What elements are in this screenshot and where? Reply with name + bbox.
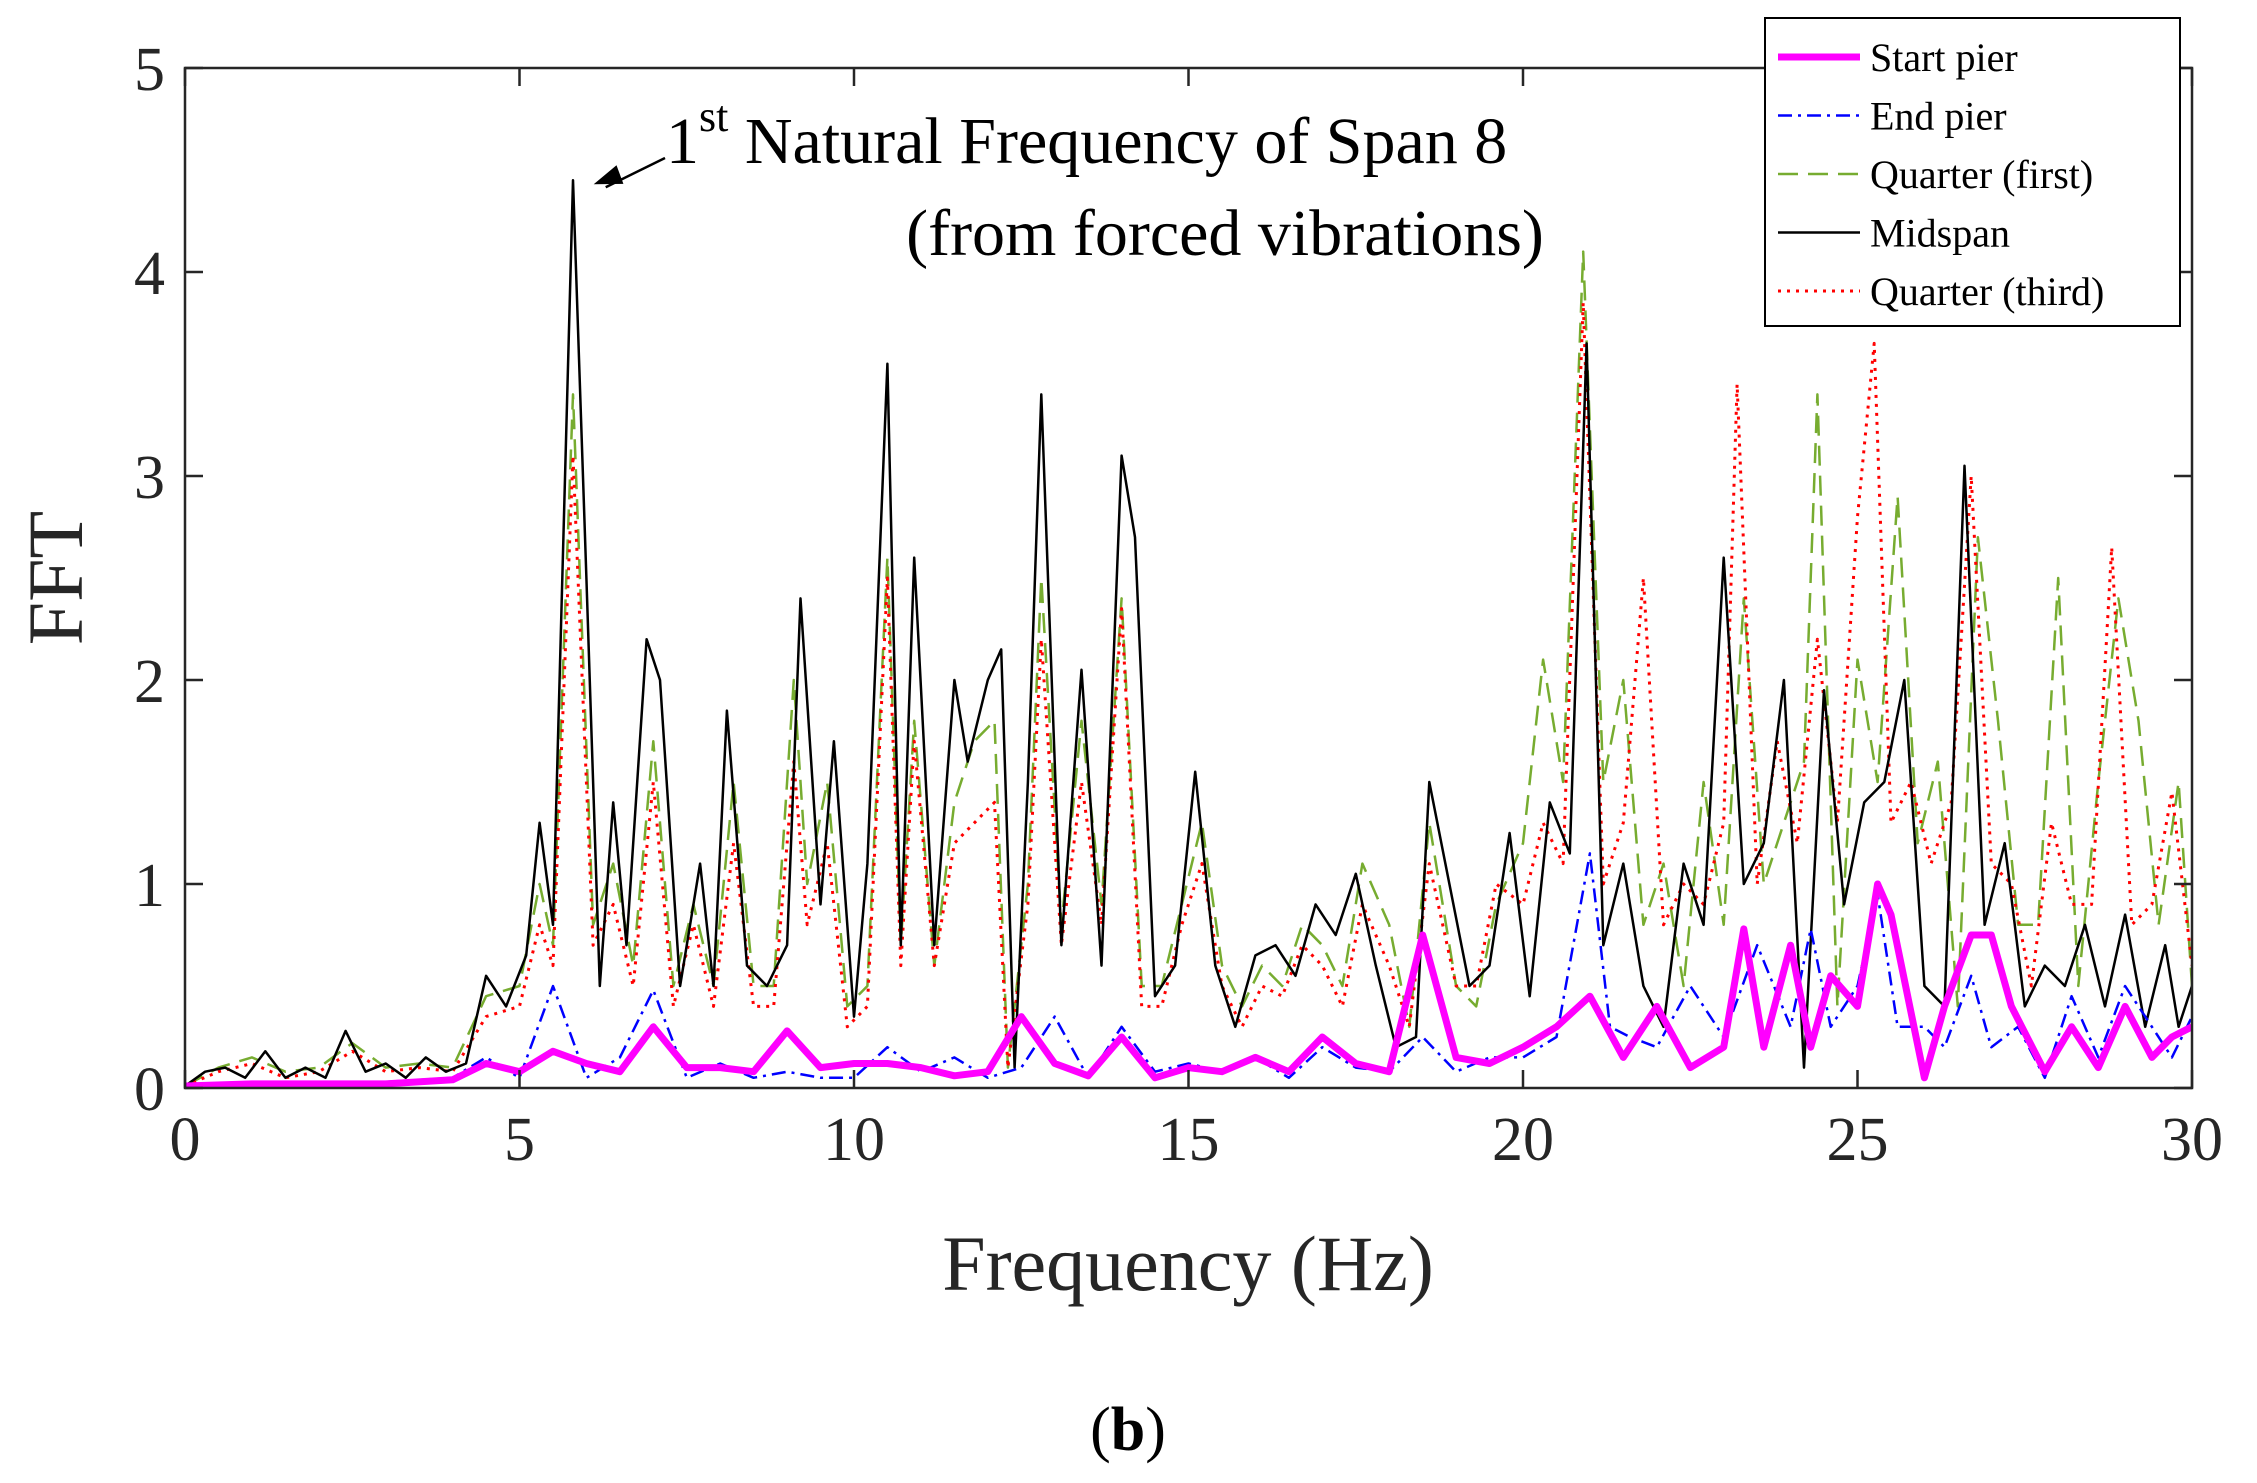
x-tick-label: 25: [1827, 1106, 1889, 1174]
series-line-start-pier: [185, 880, 2192, 1088]
legend-label-midspan: Midspan: [1870, 211, 2010, 256]
x-tick-label: 10: [823, 1106, 885, 1174]
series-layer: [185, 178, 2192, 1088]
series-line-quarter-first: [185, 250, 2192, 1088]
y-tick-label: 1: [134, 852, 165, 920]
annotation-arrow-head: [593, 165, 624, 185]
legend: Start pier End pier Quarter (first) Midspan…: [1764, 17, 2181, 327]
legend-label-end-pier: End pier: [1870, 94, 2007, 139]
legend-box: [1764, 17, 2181, 327]
annotation-superscript: st: [699, 92, 728, 141]
legend-label-quarter-third: Quarter (third): [1870, 269, 2104, 314]
x-tick-label: 0: [170, 1106, 201, 1174]
y-tick-label: 4: [134, 240, 165, 308]
x-tick-label: 20: [1492, 1106, 1554, 1174]
y-axis-label: FFT: [12, 511, 99, 645]
annotation-main: 1: [666, 105, 699, 178]
caption-letter: b: [1111, 1396, 1145, 1464]
annotation-rest: Natural Frequency of Span 8: [728, 105, 1507, 178]
series-line-quarter-third: [185, 301, 2192, 1088]
x-axis-label: Frequency (Hz): [942, 1220, 1434, 1307]
x-tick-label: 5: [504, 1106, 535, 1174]
legend-label-quarter-first: Quarter (first): [1870, 152, 2093, 197]
caption-close: ): [1145, 1396, 1166, 1464]
figure-caption: (b): [1090, 1396, 1166, 1464]
x-tick-label: 30: [2161, 1106, 2223, 1174]
legend-label-start-pier: Start pier: [1870, 35, 2018, 80]
x-tick-label: 15: [1158, 1106, 1220, 1174]
y-tick-label: 5: [134, 36, 165, 104]
y-tick-label: 2: [134, 648, 165, 716]
series-line-midspan: [185, 178, 2192, 1088]
y-tick-label: 0: [134, 1056, 165, 1124]
annotation-line1: 1st Natural Frequency of Span 8: [666, 92, 1507, 178]
caption-open: (: [1090, 1396, 1111, 1464]
legend-items: Start pier End pier Quarter (first) Midspan…: [1778, 35, 2104, 314]
series-line-end-pier: [185, 852, 2192, 1088]
annotation-line2: (from forced vibrations): [906, 197, 1544, 270]
ticks-layer: 0 5 10 15 20 25 30 0 1 2 3 4 5: [134, 36, 2223, 1174]
annotation: 1st Natural Frequency of Span 8 (from fo…: [593, 92, 1544, 270]
y-tick-label: 3: [134, 444, 165, 512]
